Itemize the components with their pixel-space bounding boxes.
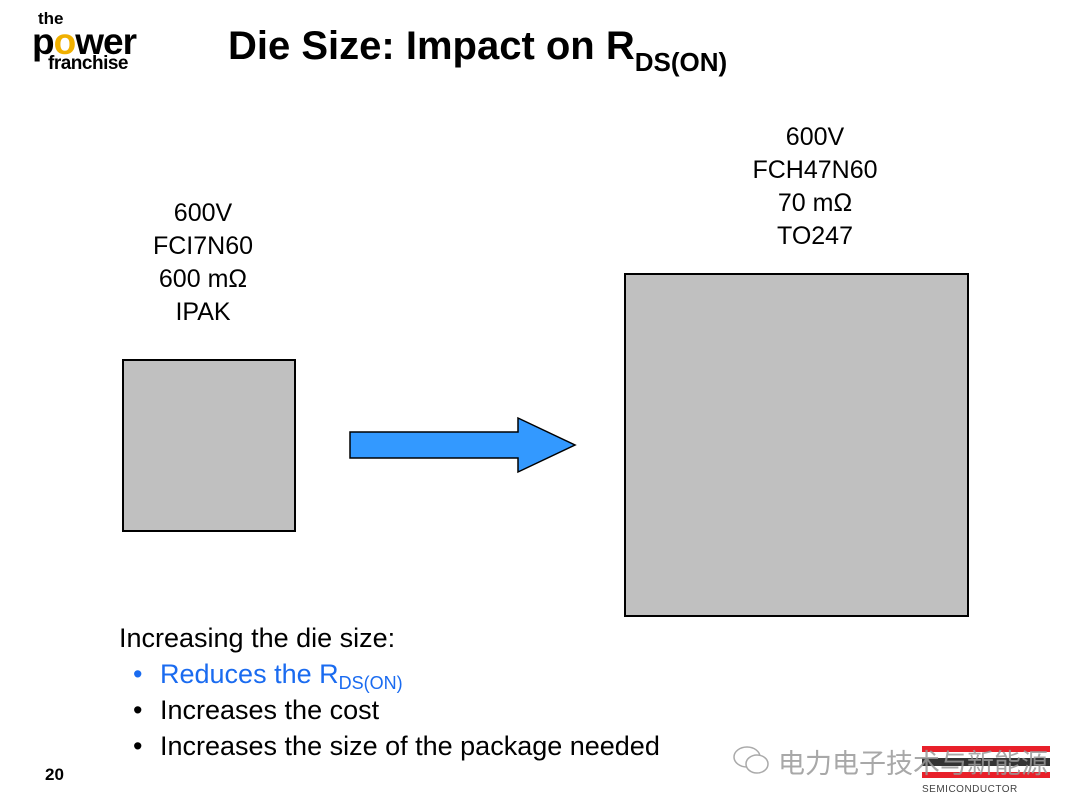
rdson: 600 mΩ: [158, 265, 248, 293]
slide-title: Die Size: Impact on RDS(ON): [228, 24, 728, 77]
body-intro: Increasing the die size:: [119, 623, 396, 653]
watermark-text: 电力电子技术与新能源: [778, 749, 1048, 779]
right-arrow-icon: [349, 416, 577, 474]
logo-text-power: power: [32, 21, 137, 62]
part-number: FCI7N60: [152, 232, 254, 260]
small-die: [122, 359, 296, 532]
package: IPAK: [175, 298, 231, 326]
large-die: [624, 273, 969, 617]
fairchild-logo: SEMICONDUCTOR: [922, 746, 1050, 795]
bullet-item: • Increases the cost: [133, 695, 380, 725]
voltage: 600V: [785, 123, 845, 151]
rdson: 70 mΩ: [777, 189, 853, 217]
page-number: 20: [45, 765, 64, 784]
bullet-item: • Reduces the RDS(ON): [133, 659, 403, 693]
package: TO247: [777, 222, 853, 250]
logo-text-franchise: franchise: [48, 53, 128, 74]
large-die-label: 600V FCH47N60 70 mΩ TO247: [715, 121, 915, 253]
part-number: FCH47N60: [752, 156, 878, 184]
wechat-icon: [733, 746, 769, 774]
bullet-item: • Increases the size of the package neede…: [133, 731, 660, 761]
small-die-label: 600V FCI7N60 600 mΩ IPAK: [103, 197, 303, 329]
voltage: 600V: [173, 199, 233, 227]
logo-text-the: the: [38, 9, 64, 28]
power-franchise-logo: the power franchise: [30, 10, 160, 80]
